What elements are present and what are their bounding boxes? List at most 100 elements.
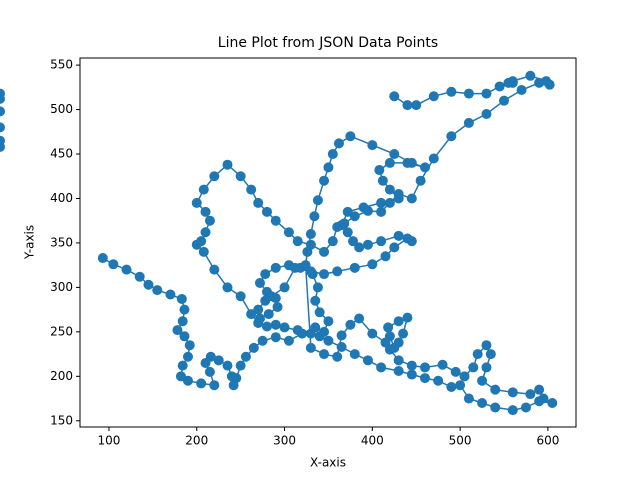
data-point bbox=[481, 109, 492, 120]
data-point bbox=[305, 229, 316, 240]
y-tick-label: 450 bbox=[50, 147, 73, 161]
data-point bbox=[345, 319, 356, 330]
data-point bbox=[231, 373, 242, 384]
data-point bbox=[248, 342, 259, 353]
data-point bbox=[292, 325, 303, 336]
data-point bbox=[300, 260, 311, 271]
data-point bbox=[481, 340, 492, 351]
data-point bbox=[446, 86, 457, 97]
data-point bbox=[176, 293, 187, 304]
data-point bbox=[348, 236, 359, 247]
data-point bbox=[455, 380, 466, 391]
data-point bbox=[446, 131, 457, 142]
data-point bbox=[222, 282, 233, 293]
data-point bbox=[415, 175, 426, 186]
data-point bbox=[490, 402, 501, 413]
data-point bbox=[380, 251, 391, 262]
data-point bbox=[200, 206, 211, 217]
data-point bbox=[516, 85, 527, 96]
data-point bbox=[0, 141, 5, 152]
y-tick-label: 350 bbox=[50, 235, 73, 249]
data-point bbox=[270, 332, 281, 343]
data-point bbox=[332, 351, 343, 362]
data-point bbox=[240, 351, 251, 362]
data-point bbox=[472, 349, 483, 360]
data-point bbox=[177, 360, 188, 371]
data-point bbox=[121, 264, 132, 275]
data-point bbox=[310, 295, 321, 306]
data-point bbox=[246, 309, 257, 320]
data-point bbox=[209, 171, 220, 182]
data-point bbox=[342, 227, 353, 238]
data-point bbox=[393, 316, 404, 327]
data-point bbox=[384, 157, 395, 168]
data-point bbox=[349, 262, 360, 273]
data-point bbox=[152, 285, 163, 296]
data-point bbox=[261, 206, 272, 217]
data-point bbox=[459, 371, 470, 382]
data-point bbox=[305, 342, 316, 353]
data-point bbox=[374, 165, 385, 176]
x-tick-label: 400 bbox=[361, 434, 384, 448]
data-point bbox=[507, 77, 518, 88]
data-point bbox=[257, 335, 268, 346]
data-point bbox=[305, 328, 316, 339]
data-point bbox=[354, 313, 365, 324]
data-point bbox=[406, 157, 417, 168]
data-point bbox=[246, 184, 257, 195]
data-point bbox=[499, 95, 510, 106]
data-point bbox=[393, 337, 404, 348]
data-point bbox=[367, 140, 378, 151]
data-point bbox=[336, 330, 347, 341]
data-point bbox=[134, 271, 145, 282]
data-point bbox=[235, 360, 246, 371]
data-point bbox=[411, 100, 422, 111]
data-point bbox=[283, 227, 294, 238]
data-point bbox=[209, 380, 220, 391]
data-point bbox=[319, 349, 330, 360]
data-point bbox=[383, 322, 394, 333]
data-point bbox=[270, 215, 281, 226]
data-point bbox=[420, 362, 431, 373]
data-point bbox=[290, 262, 301, 273]
data-point bbox=[270, 319, 281, 330]
data-point bbox=[196, 236, 207, 247]
x-tick-label: 300 bbox=[273, 434, 296, 448]
y-axis-label: Y-axis bbox=[23, 225, 37, 260]
data-point bbox=[191, 197, 202, 208]
data-point bbox=[209, 264, 220, 275]
data-point bbox=[279, 282, 290, 293]
data-point bbox=[260, 269, 271, 280]
data-point bbox=[349, 349, 360, 360]
data-point bbox=[349, 211, 360, 222]
y-tick-label: 400 bbox=[50, 191, 73, 205]
data-point bbox=[406, 193, 417, 204]
data-point bbox=[450, 366, 461, 377]
data-point bbox=[253, 197, 264, 208]
data-point bbox=[336, 341, 347, 352]
data-point bbox=[0, 106, 5, 117]
x-tick-label: 100 bbox=[98, 434, 121, 448]
data-point bbox=[327, 149, 338, 160]
data-point bbox=[182, 351, 193, 362]
data-point bbox=[377, 175, 388, 186]
data-point bbox=[406, 360, 417, 371]
data-point bbox=[319, 246, 330, 257]
data-point bbox=[389, 149, 400, 160]
data-point bbox=[261, 321, 272, 332]
data-point bbox=[205, 351, 216, 362]
x-tick-label: 600 bbox=[536, 434, 559, 448]
data-point bbox=[177, 316, 188, 327]
data-point bbox=[362, 355, 373, 366]
y-tick-label: 150 bbox=[50, 413, 73, 427]
data-point bbox=[393, 365, 404, 376]
data-point bbox=[0, 93, 5, 104]
data-point bbox=[333, 138, 344, 149]
data-point bbox=[481, 88, 492, 99]
y-tick-label: 500 bbox=[50, 102, 73, 116]
y-tick-label: 200 bbox=[50, 369, 73, 383]
data-point bbox=[319, 175, 330, 186]
data-point bbox=[143, 279, 154, 290]
data-point bbox=[253, 317, 264, 328]
data-point bbox=[402, 100, 413, 111]
